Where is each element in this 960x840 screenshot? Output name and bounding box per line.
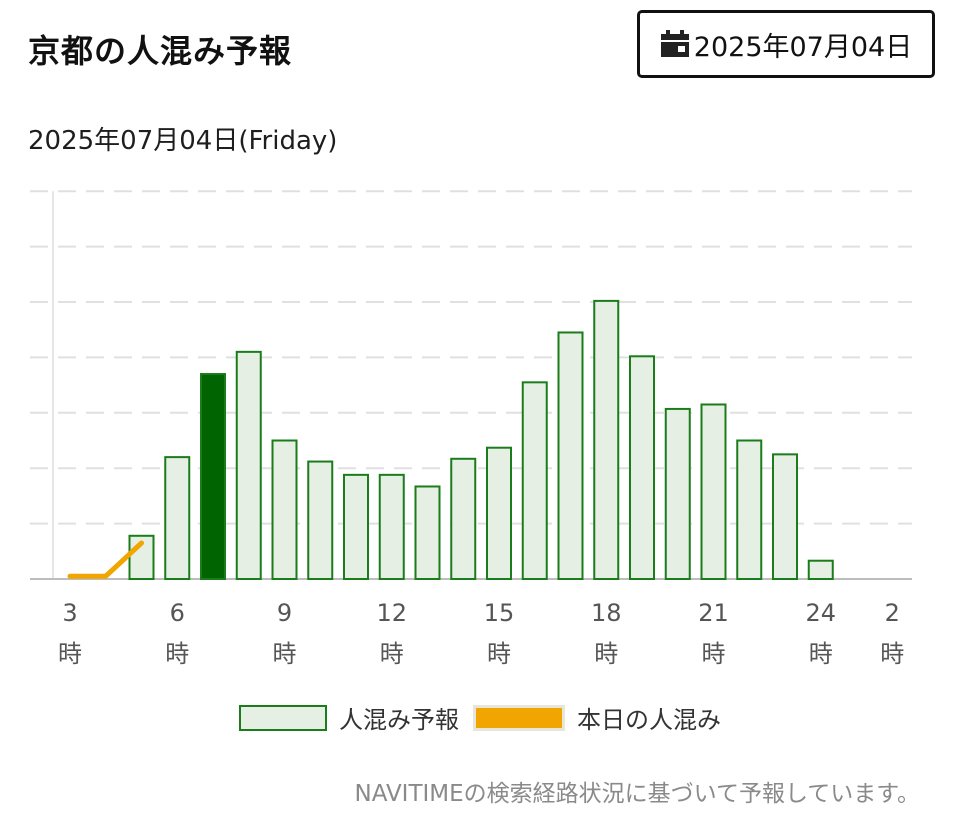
- x-tick-unit: 時: [809, 640, 833, 668]
- chart-legend: 人混み予報 本日の人混み: [0, 700, 960, 735]
- x-tick-unit: 時: [58, 640, 82, 668]
- bar: [378, 473, 405, 580]
- bar: [307, 460, 334, 580]
- bar: [629, 355, 655, 580]
- bar: [700, 403, 727, 580]
- legend-label-forecast: 人混み予報: [339, 706, 459, 734]
- x-axis-ticks: 3 時 6 時 9 時 12 時 15 時 18 時 21 時 24 時 2 時: [58, 599, 904, 668]
- legend-swatch-today: [473, 704, 565, 731]
- chart-date-subtitle: 2025年07月04日(Friday): [28, 126, 338, 156]
- bar: [807, 559, 834, 581]
- forecast-bars: [128, 299, 834, 581]
- legend-label-today: 本日の人混み: [577, 706, 721, 734]
- bar: [235, 350, 262, 580]
- bar: [521, 381, 548, 580]
- calendar-icon: [660, 30, 690, 58]
- x-tick-label: 21: [698, 599, 729, 627]
- x-tick-unit: 時: [594, 640, 618, 668]
- bar: [164, 456, 191, 580]
- date-button-label: 2025年07月04日: [693, 31, 913, 63]
- date-picker-button[interactable]: 2025年07月04日: [637, 10, 935, 78]
- bar: [486, 446, 512, 580]
- today-crowd-line: [67, 540, 144, 579]
- bar-current-hour: [200, 373, 226, 580]
- x-tick-label: 15: [484, 599, 515, 627]
- bar: [736, 439, 763, 580]
- legend-item-today[interactable]: 本日の人混み: [473, 700, 721, 735]
- today-line-layer: [67, 540, 144, 579]
- legend-item-forecast[interactable]: 人混み予報: [239, 700, 459, 735]
- legend-swatch-forecast: [239, 704, 327, 731]
- x-tick-label: 3: [62, 599, 77, 627]
- bar: [593, 299, 620, 580]
- x-tick-unit: 時: [702, 640, 726, 668]
- bar: [343, 473, 369, 580]
- bar: [450, 457, 477, 581]
- x-tick-unit: 時: [487, 640, 511, 668]
- x-tick-unit: 時: [165, 640, 189, 668]
- x-tick-label: 9: [277, 599, 292, 627]
- source-footnote: NAVITIMEの検索経路状況に基づいて予報しています。: [354, 781, 920, 807]
- x-tick-label: 24: [805, 599, 836, 627]
- x-tick-label: 12: [376, 599, 407, 627]
- bar: [557, 331, 584, 580]
- x-tick-label: 18: [591, 599, 622, 627]
- crowd-forecast-chart: 3 時 6 時 9 時 12 時 15 時 18 時 21 時 24 時 2 時: [30, 190, 912, 668]
- x-tick-unit: 時: [880, 640, 904, 668]
- bar: [414, 485, 441, 580]
- x-tick-label: 6: [170, 599, 185, 627]
- page-title: 京都の人混み予報: [28, 32, 293, 70]
- bar: [664, 407, 691, 580]
- x-tick-label: 2: [885, 599, 900, 627]
- bar: [772, 453, 798, 581]
- x-tick-unit: 時: [273, 640, 297, 668]
- bar: [271, 439, 298, 580]
- x-tick-unit: 時: [380, 640, 404, 668]
